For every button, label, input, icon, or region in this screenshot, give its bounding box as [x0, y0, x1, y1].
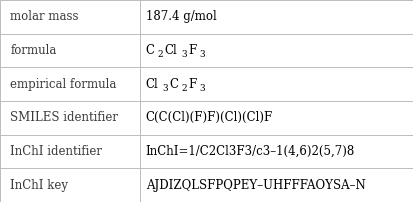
Text: C: C: [169, 78, 178, 91]
Text: molar mass: molar mass: [10, 10, 79, 23]
Text: F: F: [188, 78, 197, 91]
Text: C(C(Cl)(F)F)(Cl)(Cl)F: C(C(Cl)(F)F)(Cl)(Cl)F: [146, 111, 273, 124]
Text: InChI=1/C2Cl3F3/c3–1(4,6)2(5,7)8: InChI=1/C2Cl3F3/c3–1(4,6)2(5,7)8: [146, 145, 355, 158]
Text: AJDIZQLSFPQPEY–UHFFFAOYSA–N: AJDIZQLSFPQPEY–UHFFFAOYSA–N: [146, 179, 366, 192]
Text: 2: 2: [181, 84, 187, 93]
Text: 3: 3: [181, 50, 187, 59]
Text: formula: formula: [10, 44, 57, 57]
Text: Cl: Cl: [146, 78, 159, 91]
Text: 2: 2: [157, 50, 163, 59]
Text: SMILES identifier: SMILES identifier: [10, 111, 119, 124]
Text: Cl: Cl: [165, 44, 178, 57]
Text: 3: 3: [162, 84, 168, 93]
Text: 187.4 g/mol: 187.4 g/mol: [146, 10, 216, 23]
Text: empirical formula: empirical formula: [10, 78, 117, 91]
Text: InChI key: InChI key: [10, 179, 68, 192]
Text: F: F: [188, 44, 197, 57]
Text: 3: 3: [199, 84, 204, 93]
Text: C: C: [146, 44, 155, 57]
Text: InChI identifier: InChI identifier: [10, 145, 102, 158]
Text: 3: 3: [199, 50, 204, 59]
